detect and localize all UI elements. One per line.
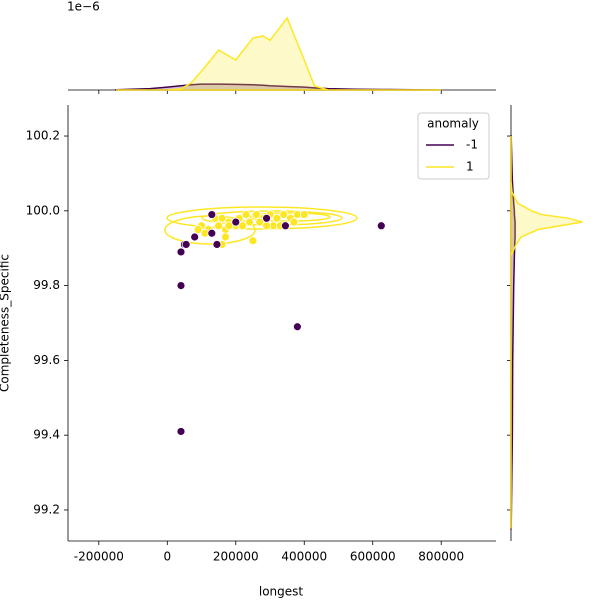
scatter-point <box>262 213 271 223</box>
marginal-x-density <box>115 16 442 91</box>
scatter-point <box>190 232 200 242</box>
scatter-point <box>176 427 186 436</box>
legend-label: 1 <box>466 160 474 174</box>
scatter-point <box>272 213 282 223</box>
scatter-point <box>281 221 290 231</box>
scatter-point <box>238 221 248 231</box>
scatter-point <box>376 221 386 231</box>
x-tick-label: 800000 <box>418 550 464 564</box>
legend-label: -1 <box>466 138 478 152</box>
scatter-point <box>289 217 299 227</box>
scatter-point <box>255 217 265 227</box>
y-axis-label: Completeness_Specific <box>0 254 12 392</box>
x-tick-label: -200000 <box>74 550 124 564</box>
x-tick-label: 200000 <box>213 550 259 564</box>
scatter-point <box>279 210 289 219</box>
scatter-point <box>245 217 254 227</box>
scatter-point <box>248 236 258 246</box>
scatter-point <box>224 221 234 231</box>
y-tick-label: 100.0 <box>26 203 60 217</box>
scatter-point <box>231 217 241 227</box>
scatter-point <box>293 322 302 332</box>
scatter-point <box>217 213 227 223</box>
x-tick-label: 400000 <box>281 550 327 564</box>
scatter-point <box>176 247 186 257</box>
legend: anomaly -1 1 <box>417 112 490 180</box>
y-tick-label: 100.2 <box>26 129 60 143</box>
x-tick-label: 0 <box>163 550 171 564</box>
marginal-y-density <box>510 135 516 530</box>
legend-box <box>417 112 490 180</box>
scatter-point <box>251 210 261 219</box>
legend-title: anomaly <box>427 117 479 131</box>
scatter-point <box>176 281 186 291</box>
scatter-point <box>299 210 309 219</box>
scatter-point <box>212 240 222 249</box>
offset-label: 1e−6 <box>67 0 100 14</box>
scatter-point <box>221 232 230 242</box>
y-tick-label: 99.2 <box>33 502 60 516</box>
scatter-point <box>207 210 217 219</box>
y-tick-label: 99.8 <box>33 278 60 292</box>
x-axis-label: longest <box>259 585 304 599</box>
x-tick-label: 600000 <box>350 550 396 564</box>
scatter-point <box>181 240 191 249</box>
scatter-point <box>193 225 203 234</box>
marginal-y-density <box>510 136 583 529</box>
y-tick-label: 99.6 <box>33 353 60 367</box>
y-tick-label: 99.4 <box>33 428 60 442</box>
scatter-point <box>214 221 224 231</box>
scatter-point <box>262 221 271 231</box>
scatter-point <box>241 210 251 219</box>
scatter-point <box>207 228 217 238</box>
